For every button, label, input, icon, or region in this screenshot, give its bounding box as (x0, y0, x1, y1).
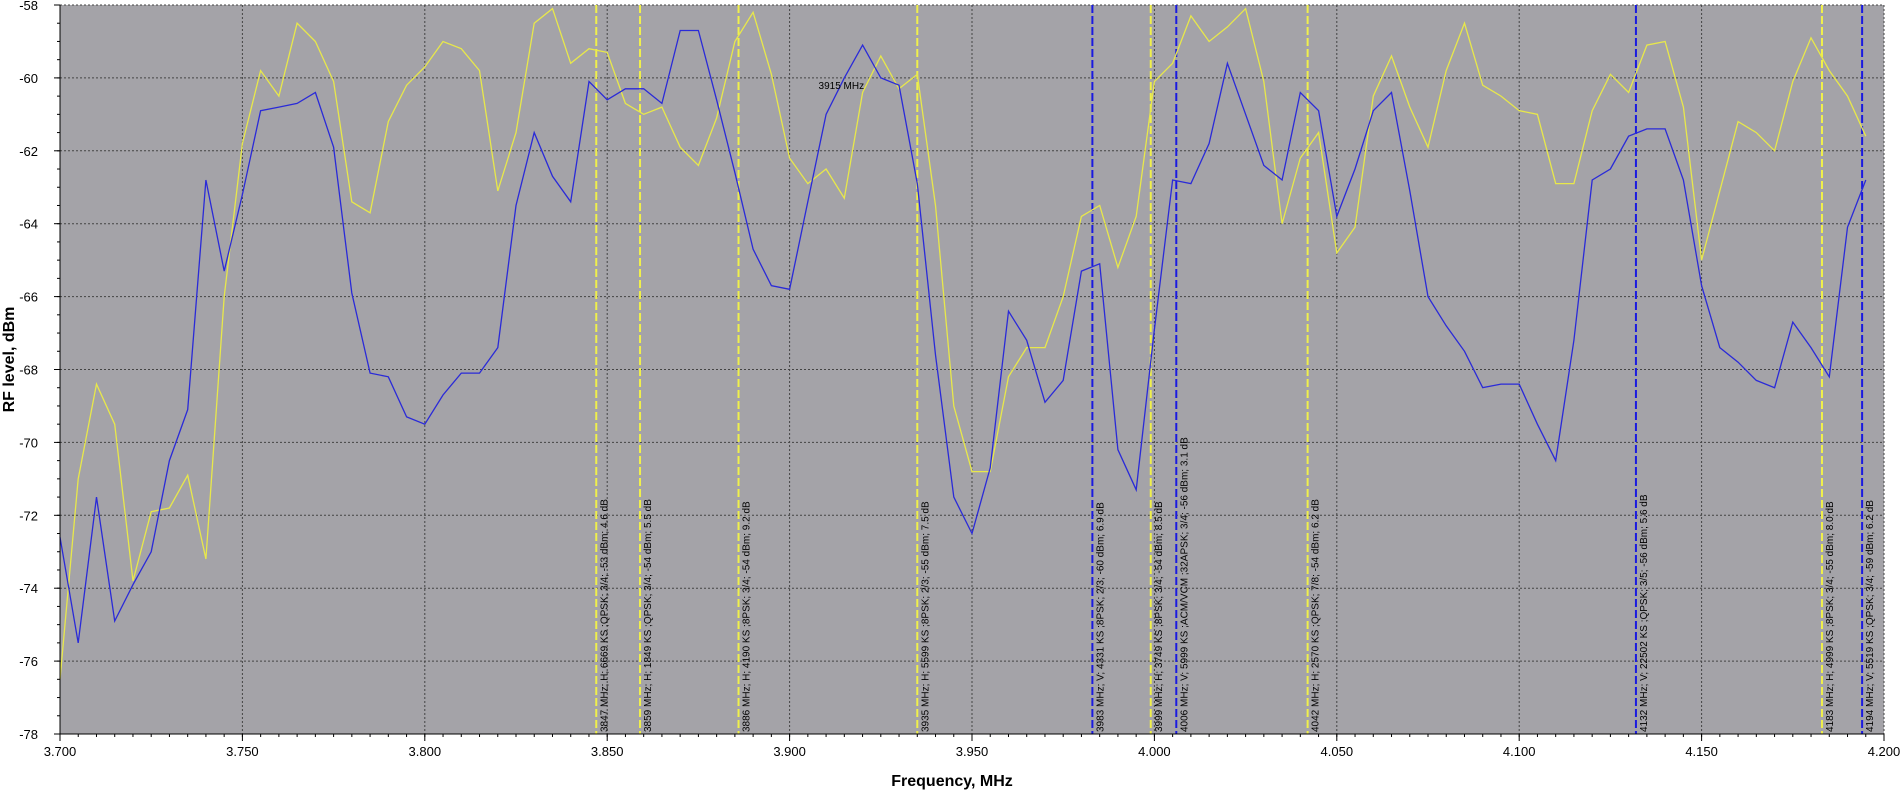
channel-marker-label: 3999 MHz; H; 3749 KS ;8PSK; 3/4; -54 dBm… (1154, 501, 1165, 732)
y-tick-label: -64 (19, 217, 38, 232)
y-tick-label: -70 (19, 435, 38, 450)
y-tick-label: -78 (19, 727, 38, 742)
x-tick-label: 3.750 (226, 744, 259, 759)
series-lines (59, 7, 1867, 680)
frequency-cursor: 3915 MHz (819, 81, 865, 92)
axes: 3.700 3.750 3.800 3.850 3.900 3.950 4.000 4.050… (19, 0, 1900, 759)
x-tick-label: 4.100 (1503, 744, 1536, 759)
x-tick-label: 3.800 (409, 744, 442, 759)
y-tick-label: -58 (19, 0, 38, 13)
channel-marker-label: 3983 MHz; V; 4331 KS ;8PSK; 2/3; -60 dBm… (1095, 502, 1106, 732)
x-tick-label: 4.000 (1138, 744, 1171, 759)
channel-marker-label: 3886 MHz; H; 4190 KS ;8PSK; 3/4; -54 dBm… (742, 501, 753, 732)
y-tick-label: -60 (19, 71, 38, 86)
x-tick-label: 3.950 (956, 744, 989, 759)
x-tick-label: 3.850 (591, 744, 624, 759)
channel-marker-label: 4132 MHz; V; 22502 KS ;QPSK; 3/5; -56 dB… (1639, 494, 1650, 732)
channel-marker-label: 4006 MHz; V; 5999 KS ;ACM/VCM ;32APSK; 3… (1179, 437, 1190, 732)
x-tick-label: 4.150 (1685, 744, 1718, 759)
y-tick-label: -74 (19, 581, 38, 596)
x-axis-title: Frequency, MHz (891, 773, 1013, 790)
x-tick-label: 4.200 (1868, 744, 1901, 759)
series-line (59, 7, 1867, 680)
y-tick-label: -76 (19, 654, 38, 669)
x-tick-label: 4.050 (1321, 744, 1354, 759)
cursor-label: 3915 MHz (819, 81, 865, 92)
channel-marker-label: 4194 MHz; V; 5519 KS ;QPSK; 3/4; -59 dBm… (1865, 500, 1876, 732)
x-tick-label: 3.900 (773, 744, 806, 759)
x-tick-label: 3.700 (44, 744, 77, 759)
y-tick-label: -66 (19, 290, 38, 305)
grid-lines (59, 4, 1885, 735)
y-tick-label: -72 (19, 508, 38, 523)
channel-markers: 3847 MHz; H; 6669 KS ;QPSK; 3/4; -53 dBm… (595, 5, 1876, 734)
y-tick-label: -62 (19, 144, 38, 159)
channel-marker-label: 4042 MHz; H; 2570 KS ;QPSK; 7/8; -54 dBm… (1311, 499, 1322, 732)
series-line (59, 29, 1867, 644)
channel-marker-label: 3859 MHz; H; 1849 KS ;QPSK; 3/4; -54 dBm… (643, 499, 654, 732)
channel-marker-label: 3935 MHz; H; 5599 KS ;8PSK; 2/3; -55 dBm… (920, 501, 931, 732)
channel-marker-label: 4183 MHz; H; 4999 KS ;8PSK; 3/4; -55 dBm… (1825, 501, 1836, 732)
channel-marker-label: 3847 MHz; H; 6669 KS ;QPSK; 3/4; -53 dBm… (599, 499, 610, 732)
y-axis-title: RF level, dBm (1, 307, 18, 413)
y-tick-label: -68 (19, 363, 38, 378)
